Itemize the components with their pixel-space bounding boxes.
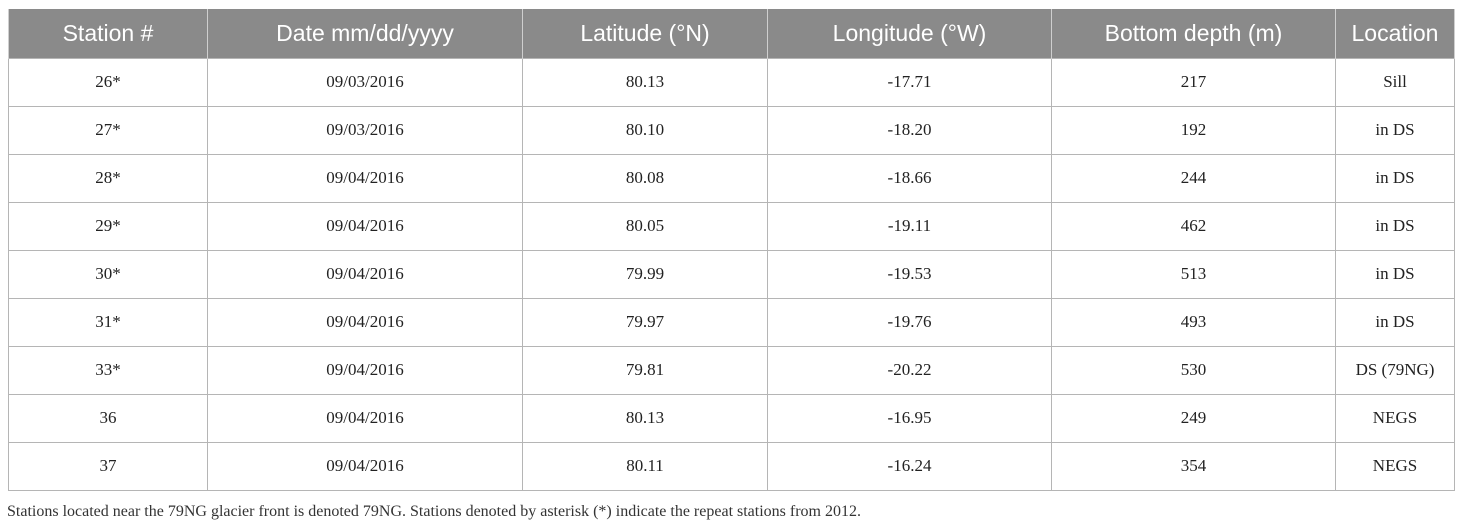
table-header: Station # Date mm/dd/yyyy Latitude (°N) … [8,9,1455,58]
cell-date: 09/04/2016 [207,441,523,491]
cell-station: 26* [8,57,208,107]
cell-latitude: 80.11 [522,441,768,491]
cell-station: 30* [8,249,208,299]
cell-station: 31* [8,297,208,347]
table-row: 36 09/04/2016 80.13 -16.95 249 NEGS [8,393,1455,443]
cell-longitude: -16.95 [767,393,1052,443]
cell-longitude: -19.11 [767,201,1052,251]
table-row: 37 09/04/2016 80.11 -16.24 354 NEGS [8,441,1455,491]
cell-bottom-depth: 493 [1051,297,1336,347]
cell-bottom-depth: 354 [1051,441,1336,491]
cell-longitude: -18.20 [767,105,1052,155]
cell-longitude: -18.66 [767,153,1052,203]
table-row: 28* 09/04/2016 80.08 -18.66 244 in DS [8,153,1455,203]
cell-location: in DS [1335,249,1455,299]
cell-date: 09/03/2016 [207,57,523,107]
cell-station: 28* [8,153,208,203]
table-body: 26* 09/03/2016 80.13 -17.71 217 Sill 27*… [8,57,1455,491]
header-location: Location [1335,9,1455,58]
cell-date: 09/04/2016 [207,153,523,203]
cell-latitude: 79.81 [522,345,768,395]
table-row: 29* 09/04/2016 80.05 -19.11 462 in DS [8,201,1455,251]
header-station: Station # [8,9,208,58]
cell-date: 09/03/2016 [207,105,523,155]
cell-location: DS (79NG) [1335,345,1455,395]
cell-latitude: 79.97 [522,297,768,347]
cell-location: NEGS [1335,441,1455,491]
cell-station: 36 [8,393,208,443]
cell-longitude: -20.22 [767,345,1052,395]
header-row: Station # Date mm/dd/yyyy Latitude (°N) … [8,9,1455,58]
cell-latitude: 79.99 [522,249,768,299]
cell-date: 09/04/2016 [207,201,523,251]
cell-latitude: 80.10 [522,105,768,155]
table-row: 33* 09/04/2016 79.81 -20.22 530 DS (79NG… [8,345,1455,395]
cell-date: 09/04/2016 [207,393,523,443]
station-table: Station # Date mm/dd/yyyy Latitude (°N) … [8,9,1455,491]
station-table-container: Station # Date mm/dd/yyyy Latitude (°N) … [8,9,1455,491]
cell-location: in DS [1335,297,1455,347]
table-row: 30* 09/04/2016 79.99 -19.53 513 in DS [8,249,1455,299]
cell-bottom-depth: 244 [1051,153,1336,203]
header-latitude: Latitude (°N) [522,9,768,58]
cell-station: 33* [8,345,208,395]
cell-location: in DS [1335,153,1455,203]
cell-bottom-depth: 217 [1051,57,1336,107]
cell-latitude: 80.13 [522,393,768,443]
cell-location: in DS [1335,201,1455,251]
header-longitude: Longitude (°W) [767,9,1052,58]
cell-bottom-depth: 249 [1051,393,1336,443]
cell-location: NEGS [1335,393,1455,443]
cell-longitude: -16.24 [767,441,1052,491]
cell-date: 09/04/2016 [207,297,523,347]
cell-location: in DS [1335,105,1455,155]
cell-latitude: 80.08 [522,153,768,203]
cell-bottom-depth: 192 [1051,105,1336,155]
cell-latitude: 80.05 [522,201,768,251]
cell-bottom-depth: 513 [1051,249,1336,299]
table-row: 31* 09/04/2016 79.97 -19.76 493 in DS [8,297,1455,347]
cell-date: 09/04/2016 [207,345,523,395]
cell-bottom-depth: 530 [1051,345,1336,395]
cell-longitude: -19.53 [767,249,1052,299]
cell-bottom-depth: 462 [1051,201,1336,251]
cell-longitude: -19.76 [767,297,1052,347]
cell-station: 29* [8,201,208,251]
cell-latitude: 80.13 [522,57,768,107]
table-row: 27* 09/03/2016 80.10 -18.20 192 in DS [8,105,1455,155]
cell-location: Sill [1335,57,1455,107]
header-bottom-depth: Bottom depth (m) [1051,9,1336,58]
header-date: Date mm/dd/yyyy [207,9,523,58]
cell-longitude: -17.71 [767,57,1052,107]
cell-station: 37 [8,441,208,491]
table-row: 26* 09/03/2016 80.13 -17.71 217 Sill [8,57,1455,107]
cell-station: 27* [8,105,208,155]
table-footnote: Stations located near the 79NG glacier f… [7,503,861,520]
cell-date: 09/04/2016 [207,249,523,299]
